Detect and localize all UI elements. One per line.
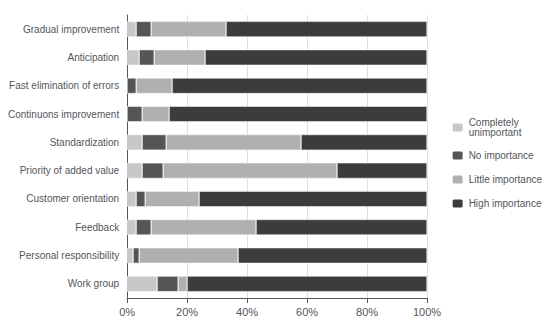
svg-text:Personal responsibility: Personal responsibility [19, 250, 119, 261]
svg-text:Priority of added value: Priority of added value [20, 165, 120, 176]
svg-text:80%: 80% [356, 306, 378, 318]
svg-text:Gradual improvement: Gradual improvement [23, 24, 119, 35]
svg-text:High importance: High importance [469, 198, 542, 209]
svg-text:Anticipation: Anticipation [67, 52, 119, 63]
svg-text:Little importance: Little importance [469, 174, 543, 185]
svg-text:60%: 60% [296, 306, 318, 318]
svg-text:20%: 20% [176, 306, 198, 318]
svg-text:0%: 0% [119, 306, 135, 318]
svg-text:Standardization: Standardization [50, 137, 120, 148]
svg-text:Fast elimination of errors: Fast elimination of errors [9, 80, 119, 91]
svg-text:Continuons improvement: Continuons improvement [8, 109, 119, 120]
svg-text:40%: 40% [236, 306, 258, 318]
svg-text:Completely: Completely [468, 117, 519, 128]
svg-text:Feedback: Feedback [75, 222, 120, 233]
svg-text:Work group: Work group [68, 278, 120, 289]
svg-text:No importance: No importance [469, 150, 534, 161]
svg-text:unimportant: unimportant [469, 127, 522, 138]
svg-text:100%: 100% [413, 306, 441, 318]
svg-text:Customer orientation: Customer orientation [26, 193, 119, 204]
